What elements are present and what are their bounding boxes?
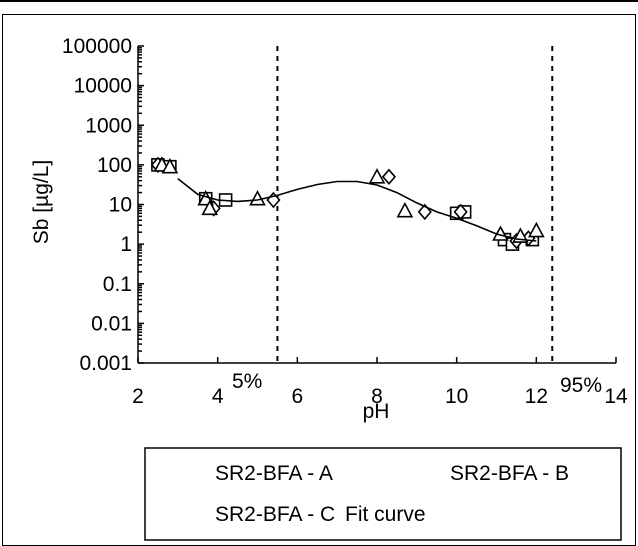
x-tick-label: 12 — [525, 385, 548, 408]
point-triangle — [527, 221, 545, 238]
y-tick-label: 0.01 — [91, 312, 132, 335]
legend-label-a: SR2-BFA - A — [215, 462, 333, 485]
y-tick-label: 10 — [109, 194, 132, 217]
x-tick-label: 14 — [604, 385, 628, 408]
point-triangle — [161, 158, 179, 174]
y-tick-label: 100000 — [62, 35, 132, 58]
point-triangle — [201, 199, 219, 216]
x-tick-label: 2 — [132, 385, 144, 408]
fit-curve-line — [177, 177, 537, 242]
y-tick-label: 10000 — [74, 75, 132, 98]
y-axis-title: Sb [µg/L] — [30, 160, 53, 244]
y-tick-label: 100 — [97, 154, 132, 177]
legend-label-c: SR2-BFA - C — [215, 503, 335, 526]
vline-label-95: 95% — [560, 374, 602, 397]
legend-box — [144, 447, 622, 541]
top-border — [0, 0, 638, 2]
point-triangle — [368, 168, 386, 184]
y-tick-label: 0.001 — [79, 352, 132, 375]
y-tick-label: 1000 — [85, 114, 132, 137]
x-tick-label: 6 — [291, 385, 303, 408]
x-tick-label: 8 — [371, 385, 383, 408]
vline-label-5: 5% — [232, 370, 262, 393]
point-triangle — [249, 190, 266, 206]
legend-label-b: SR2-BFA - B — [450, 462, 569, 485]
legend-label-fit: Fit curve — [345, 503, 426, 526]
point-triangle — [396, 201, 414, 218]
y-tick-label: 0.1 — [103, 273, 132, 296]
x-axis-title: pH — [363, 400, 390, 423]
x-tick-label: 10 — [445, 385, 468, 408]
y-tick-label: 1 — [120, 233, 132, 256]
x-tick-label: 4 — [212, 385, 224, 408]
point-diamond — [381, 168, 397, 186]
